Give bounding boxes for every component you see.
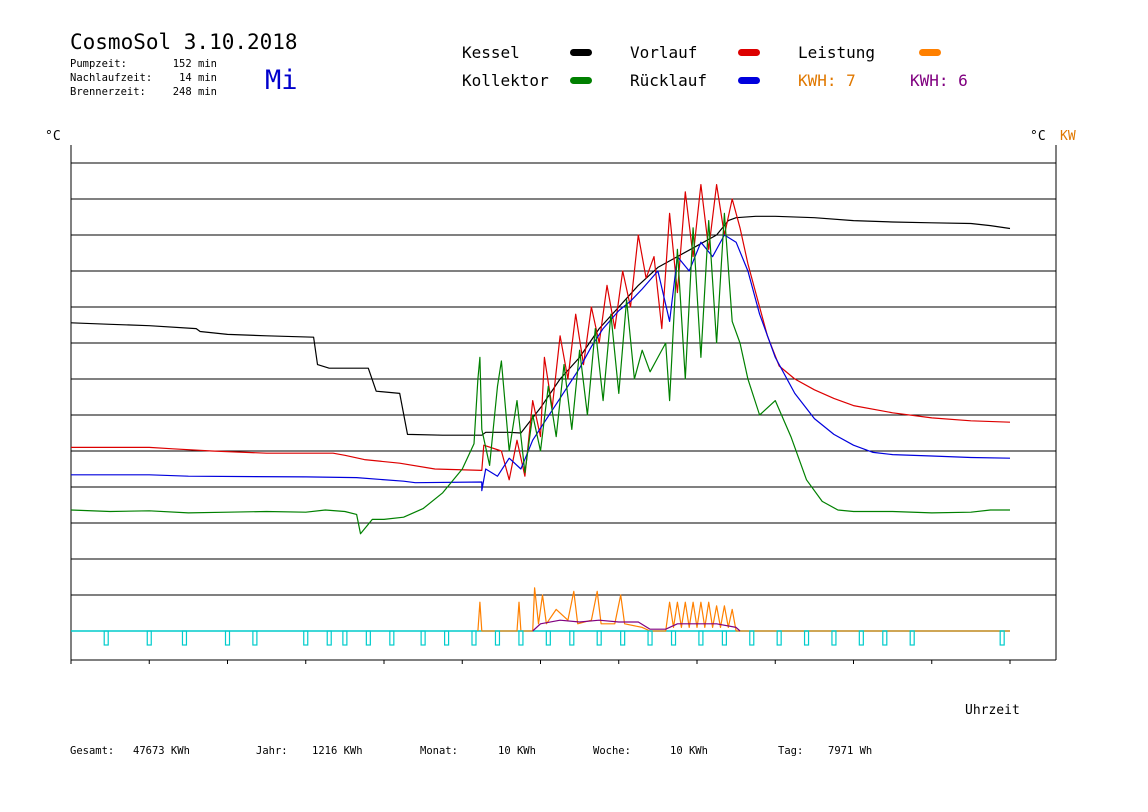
pump-pulse-marker <box>882 630 888 646</box>
pump-pulse-marker <box>303 630 309 646</box>
footer-jahr-label: Jahr: <box>256 745 288 757</box>
footer-monat-label: Monat: <box>420 745 458 757</box>
series-line-kollektor <box>70 212 1010 535</box>
pump-pulse-marker <box>181 630 188 646</box>
legend-swatch-kessel <box>570 49 592 56</box>
series-line-rcklauf <box>71 234 1011 492</box>
legend-swatch-vorlauf <box>738 49 760 56</box>
series-line-kessel <box>70 215 1011 436</box>
footer-totals: Gesamt: 47673 KWh Jahr: 1216 KWh Monat: … <box>70 745 872 757</box>
y-left-unit: °C <box>45 129 61 144</box>
legend-kwh-purple: KWH: 6 <box>910 71 968 90</box>
pump-pulse-marker <box>831 630 837 646</box>
legend-swatch-ruecklauf <box>738 77 760 84</box>
pump-pulse-marker <box>103 630 109 646</box>
pump-pulse-marker <box>389 630 395 646</box>
stat-brenner-value: 248 min <box>173 86 217 98</box>
footer-woche-label: Woche: <box>593 745 631 757</box>
legend-label-ruecklauf: Rücklauf <box>630 71 707 90</box>
series-line-kwh <box>532 619 741 632</box>
pump-pulse-marker <box>858 630 864 646</box>
pump-pulse-marker <box>518 630 524 646</box>
pump-pulse-marker <box>803 630 810 646</box>
pump-pulse-marker <box>444 630 450 646</box>
pump-pulse-marker <box>776 630 782 646</box>
pump-pulse-marker <box>749 630 755 646</box>
pump-pulse-marker <box>698 630 704 646</box>
weekday-label: Mi <box>265 65 298 96</box>
stat-nachlauf-value: 14 min <box>179 72 217 84</box>
pump-pulse-marker <box>545 630 551 646</box>
legend-label-vorlauf: Vorlauf <box>630 43 697 62</box>
pump-pulse-marker <box>596 630 602 646</box>
pump-pulse-marker <box>252 630 258 646</box>
pump-pulse-marker <box>647 630 653 646</box>
stat-pumpzeit-value: 152 min <box>173 58 217 70</box>
footer-tag-value: 7971 Wh <box>828 745 872 757</box>
grid-lines <box>71 162 1056 596</box>
legend-label-leistung: Leistung <box>798 43 875 62</box>
chart-title: CosmoSol 3.10.2018 <box>70 30 298 54</box>
footer-tag-label: Tag: <box>778 745 803 757</box>
stat-pumpzeit-label: Pumpzeit: <box>70 58 127 70</box>
x-ticks <box>70 660 1011 664</box>
stat-nachlauf-label: Nachlaufzeit: <box>70 72 152 84</box>
legend-swatch-kollektor <box>570 77 592 84</box>
footer-jahr-value: 1216 KWh <box>312 745 363 757</box>
stat-brenner-label: Brennerzeit: <box>70 86 146 98</box>
pump-pulse-marker <box>569 630 575 646</box>
pump-pulse-marker <box>326 630 332 646</box>
series-layer <box>70 184 1011 646</box>
legend-swatch-leistung <box>919 49 941 56</box>
pump-pulse-marker <box>342 630 348 646</box>
series-line-leistung <box>477 587 1010 632</box>
pump-pulse-marker <box>365 630 371 646</box>
pump-pulse-marker <box>721 630 727 646</box>
pump-pulse-marker <box>620 630 626 646</box>
legend: Kessel Kollektor Vorlauf Rücklauf Leistu… <box>462 43 968 90</box>
pump-pulse-marker <box>224 630 231 646</box>
chart-header: CosmoSol 3.10.2018 Pumpzeit: 152 min Nac… <box>70 30 298 98</box>
legend-label-kollektor: Kollektor <box>462 71 549 90</box>
pump-pulse-marker <box>494 630 501 646</box>
legend-kwh-orange: KWH: 7 <box>798 71 856 90</box>
y-right-unit: °C <box>1030 129 1046 144</box>
pump-pulse-marker <box>146 630 152 646</box>
pump-pulse-marker <box>420 630 426 646</box>
footer-woche-value: 10 KWh <box>670 745 708 757</box>
footer-monat-value: 10 KWh <box>498 745 536 757</box>
y2-unit: KW <box>1060 129 1076 144</box>
footer-gesamt-value: 47673 KWh <box>133 745 190 757</box>
pump-pulse-marker <box>471 630 477 646</box>
pump-pulse-marker <box>670 630 677 646</box>
pump-pulse-marker <box>909 630 915 646</box>
legend-label-kessel: Kessel <box>462 43 520 62</box>
footer-gesamt-label: Gesamt: <box>70 745 114 757</box>
pump-pulse-marker <box>999 630 1005 646</box>
x-axis-label: Uhrzeit <box>965 703 1020 718</box>
